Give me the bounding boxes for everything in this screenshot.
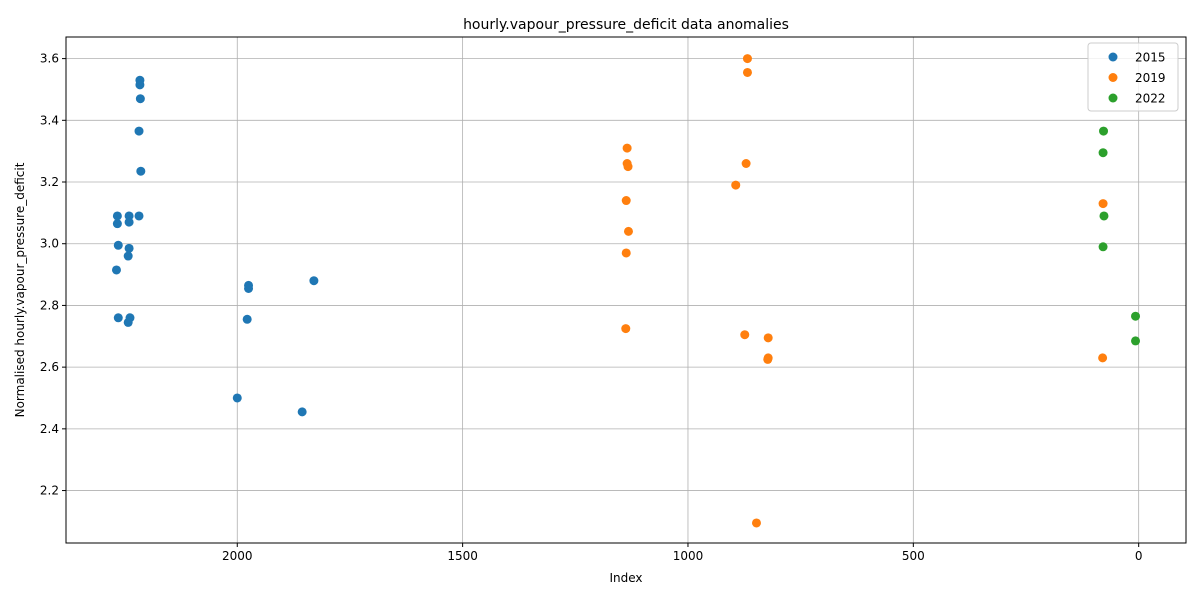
x-tick-label: 0 bbox=[1135, 549, 1143, 563]
data-point bbox=[123, 251, 133, 261]
data-point bbox=[621, 196, 631, 206]
data-point bbox=[242, 314, 252, 324]
data-point bbox=[135, 94, 145, 104]
y-tick-label: 3.2 bbox=[40, 175, 59, 189]
data-point bbox=[621, 248, 631, 258]
data-point bbox=[112, 211, 122, 221]
y-tick-label: 3.4 bbox=[40, 113, 59, 127]
data-point bbox=[1098, 148, 1108, 158]
data-point bbox=[1099, 126, 1109, 136]
series-2019 bbox=[621, 54, 1108, 528]
data-point bbox=[136, 166, 146, 176]
legend-marker-2022 bbox=[1108, 93, 1118, 103]
y-tick-label: 2.6 bbox=[40, 360, 59, 374]
data-point bbox=[763, 333, 773, 343]
legend-marker-2015 bbox=[1108, 52, 1118, 62]
data-point bbox=[622, 143, 632, 153]
data-point bbox=[297, 407, 307, 417]
data-point bbox=[112, 219, 122, 229]
data-point bbox=[124, 211, 134, 221]
x-tick-label: 1500 bbox=[447, 549, 478, 563]
legend-label-2015: 2015 bbox=[1135, 51, 1166, 65]
data-point bbox=[244, 283, 254, 293]
y-tick-label: 2.4 bbox=[40, 422, 59, 436]
legend-marker-2019 bbox=[1108, 73, 1118, 82]
plot-frame bbox=[65, 36, 1187, 544]
x-tick-label: 2000 bbox=[222, 549, 253, 563]
data-point bbox=[1098, 242, 1108, 252]
data-point bbox=[741, 159, 751, 168]
series-2022 bbox=[1098, 126, 1141, 346]
data-point bbox=[742, 67, 752, 77]
x-axis-label: Index bbox=[609, 571, 642, 585]
data-point bbox=[621, 324, 631, 334]
data-point bbox=[740, 330, 750, 340]
y-tick-label: 2.2 bbox=[40, 484, 59, 498]
data-point bbox=[134, 126, 144, 136]
data-point bbox=[124, 217, 134, 227]
data-point bbox=[1131, 336, 1141, 346]
x-axis-ticks: 2000 1500 1000 500 0 bbox=[222, 543, 1143, 563]
data-point bbox=[113, 313, 123, 323]
data-point bbox=[309, 276, 319, 286]
data-point bbox=[123, 317, 133, 327]
y-tick-label: 3.6 bbox=[40, 52, 59, 66]
x-tick-label: 1000 bbox=[673, 549, 704, 563]
data-point bbox=[124, 243, 134, 253]
data-point bbox=[113, 240, 123, 250]
data-point bbox=[763, 354, 773, 364]
data-point bbox=[1099, 211, 1109, 221]
data-point bbox=[111, 265, 121, 275]
legend-label-2019: 2019 bbox=[1135, 71, 1166, 85]
x-tick-label: 500 bbox=[902, 549, 925, 563]
legend: 2015 2019 2022 bbox=[1087, 42, 1179, 112]
data-point bbox=[1098, 353, 1108, 363]
chart-title: hourly.vapour_pressure_deficit data anom… bbox=[463, 17, 789, 33]
data-point bbox=[751, 518, 761, 528]
data-point bbox=[742, 54, 752, 64]
grid bbox=[66, 37, 1186, 543]
series-2015 bbox=[111, 75, 319, 417]
y-tick-label: 2.8 bbox=[40, 298, 59, 312]
legend-label-2022: 2022 bbox=[1135, 92, 1166, 106]
data-point bbox=[135, 80, 145, 90]
data-point bbox=[1131, 311, 1141, 321]
y-axis-label: Normalised hourly.vapour_pressure_defici… bbox=[13, 162, 27, 417]
data-point bbox=[134, 211, 144, 221]
y-axis-ticks: 2.2 2.4 2.6 2.8 3.0 3.2 3.4 3.6 bbox=[40, 52, 66, 498]
y-tick-label: 3.0 bbox=[40, 237, 59, 251]
data-point bbox=[623, 162, 633, 172]
data-point bbox=[232, 393, 242, 403]
data-point bbox=[1098, 199, 1108, 209]
data-points bbox=[111, 54, 1141, 528]
data-point bbox=[731, 180, 741, 190]
data-point bbox=[623, 226, 633, 236]
